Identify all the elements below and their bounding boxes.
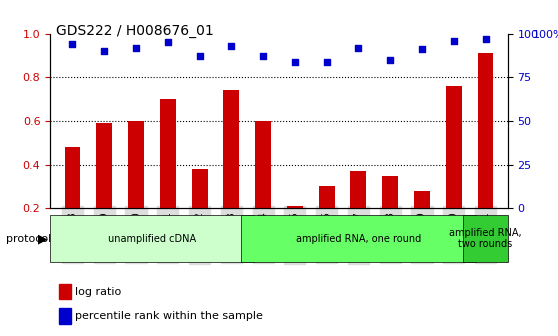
Text: percentile rank within the sample: percentile rank within the sample bbox=[75, 311, 263, 321]
Bar bbox=[223, 90, 239, 252]
Point bbox=[354, 45, 363, 50]
Point bbox=[386, 57, 395, 62]
Bar bbox=[255, 121, 271, 252]
Point bbox=[449, 38, 458, 43]
Bar bbox=[59, 308, 71, 324]
Bar bbox=[59, 284, 71, 299]
Point bbox=[322, 59, 331, 64]
Bar bbox=[350, 171, 367, 252]
Text: ▶: ▶ bbox=[38, 232, 47, 245]
Point bbox=[68, 41, 77, 47]
FancyBboxPatch shape bbox=[241, 215, 476, 262]
FancyBboxPatch shape bbox=[463, 215, 508, 262]
Point bbox=[163, 40, 172, 45]
Text: amplified RNA,
two rounds: amplified RNA, two rounds bbox=[449, 228, 522, 249]
Point bbox=[100, 48, 109, 54]
Text: amplified RNA, one round: amplified RNA, one round bbox=[296, 234, 421, 244]
Point bbox=[227, 43, 236, 48]
Bar bbox=[478, 53, 493, 252]
Bar bbox=[65, 147, 80, 252]
Bar bbox=[414, 191, 430, 252]
Y-axis label: 100%: 100% bbox=[533, 30, 558, 40]
Bar bbox=[446, 86, 461, 252]
Text: unamplified cDNA: unamplified cDNA bbox=[108, 234, 196, 244]
Text: protocol: protocol bbox=[6, 234, 51, 244]
FancyBboxPatch shape bbox=[50, 215, 253, 262]
Bar bbox=[128, 121, 144, 252]
Point bbox=[290, 59, 299, 64]
Point bbox=[259, 54, 268, 59]
Bar bbox=[191, 169, 208, 252]
Bar bbox=[160, 99, 176, 252]
Bar bbox=[319, 186, 335, 252]
Point bbox=[132, 45, 141, 50]
Text: log ratio: log ratio bbox=[75, 287, 122, 297]
Point bbox=[195, 54, 204, 59]
Text: GDS222 / H008676_01: GDS222 / H008676_01 bbox=[56, 24, 214, 38]
Bar bbox=[382, 175, 398, 252]
Point bbox=[417, 47, 426, 52]
Point bbox=[481, 36, 490, 42]
Bar bbox=[287, 206, 303, 252]
Bar bbox=[97, 123, 112, 252]
